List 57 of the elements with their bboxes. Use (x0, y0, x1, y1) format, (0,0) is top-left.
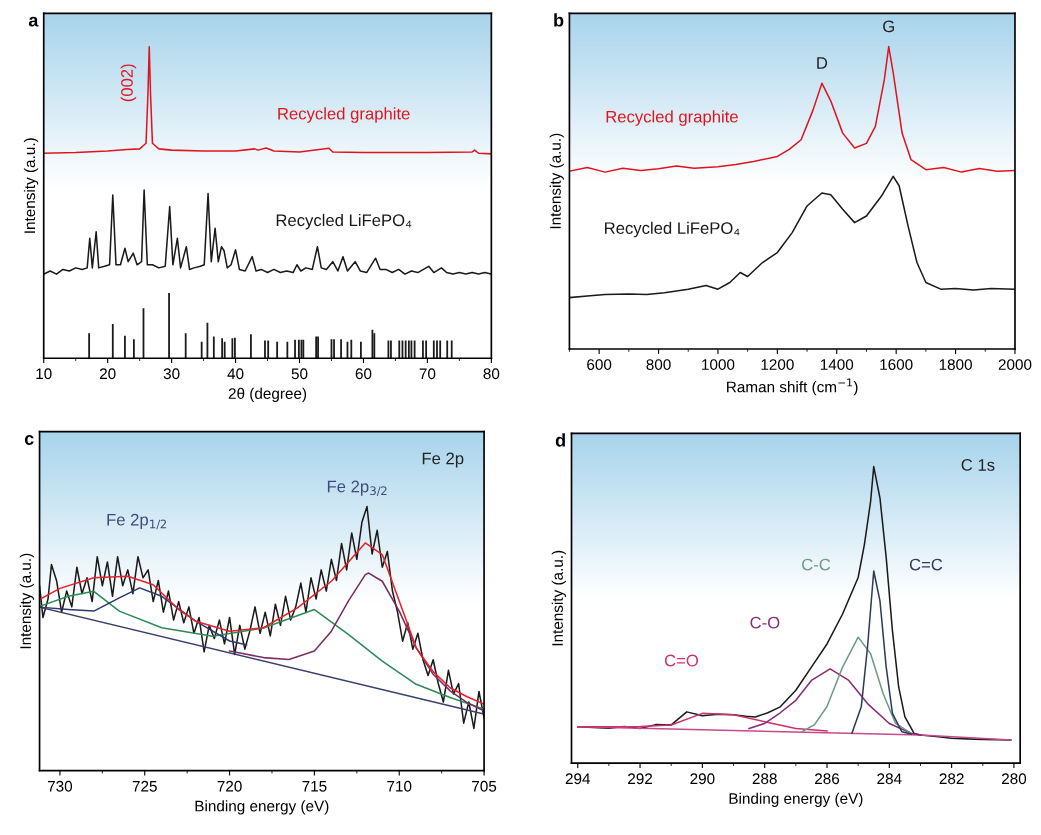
x-axis-title: 2θ (degree) (228, 387, 307, 402)
x-tick-label: 30 (163, 368, 180, 380)
x-tick-label: 282 (939, 773, 964, 785)
text: C=C (909, 558, 943, 571)
x-tick-label: 1200 (761, 359, 794, 370)
x-tick-label: 1000 (702, 359, 735, 370)
chart-title: d (555, 433, 565, 447)
x-tick-label: 800 (646, 359, 671, 370)
x-tick-label: 280 (1001, 773, 1027, 785)
text: C-C (802, 558, 831, 571)
annotation: Fe 2p$_{1/2}$ (107, 513, 167, 530)
y-axis-title: Intensity (a.u.) (551, 550, 566, 646)
x-tick-label: 290 (690, 773, 715, 785)
y-axis-title: Intensity (a.u.) (23, 138, 39, 233)
text: Recycled LiFePO₄ (605, 221, 740, 238)
x-tick-label: 600 (587, 359, 612, 370)
text: C-O (750, 616, 780, 629)
x-tick-label: 80 (483, 368, 500, 380)
x-tick-label: 288 (752, 773, 777, 785)
x-axis-title: Binding energy (eV) (729, 792, 863, 807)
x-tick-label: 2000 (998, 359, 1032, 370)
x-tick-label: 294 (565, 773, 591, 785)
x-tick-label: 60 (355, 368, 372, 380)
x-tick-label: 705 (472, 780, 497, 792)
y-axis-title: Intensity (a.u.) (549, 133, 564, 229)
x-tick-label: 50 (291, 368, 308, 380)
chart-title: b (554, 13, 564, 27)
x-tick-label: 730 (47, 780, 73, 792)
x-tick-label: 284 (877, 773, 902, 785)
x-tick-label: 720 (217, 780, 242, 792)
x-tick-label: 40 (227, 368, 244, 380)
annotation: D (817, 57, 828, 69)
x-tick-label: 20 (99, 368, 116, 380)
x-tick-label: 710 (387, 780, 412, 792)
chart-title: a (28, 16, 39, 27)
annotation: (002) (120, 64, 137, 102)
text: Recycled graphite (606, 110, 738, 126)
x-tick-label: 1800 (939, 359, 972, 370)
x-tick-label: 70 (419, 368, 436, 380)
text: Fe 2p$_{3/2}$ (327, 480, 387, 497)
annotation: C 1s (961, 459, 995, 471)
x-tick-label: 292 (628, 773, 653, 785)
annotation: G (883, 20, 894, 33)
x-tick-label: 715 (302, 780, 327, 792)
x-axis-title: Raman shift (cm$^{−1}$) (727, 378, 858, 396)
series-label: Recycled graphite (278, 107, 410, 123)
text: Recycled LiFePO₄ (276, 213, 412, 230)
chart-title: c (24, 435, 34, 445)
text: Fe 2p (422, 452, 464, 468)
x-tick-label: 10 (36, 368, 52, 380)
text: C=O (664, 654, 698, 667)
y-axis-title: Intensity (a.u.) (19, 553, 34, 649)
x-tick-label: 725 (132, 780, 157, 792)
x-tick-label: 1400 (820, 359, 854, 370)
x-axis-title: Binding energy (eV) (195, 800, 329, 815)
x-tick-label: 286 (815, 773, 840, 785)
x-tick-label: 1600 (880, 359, 913, 370)
